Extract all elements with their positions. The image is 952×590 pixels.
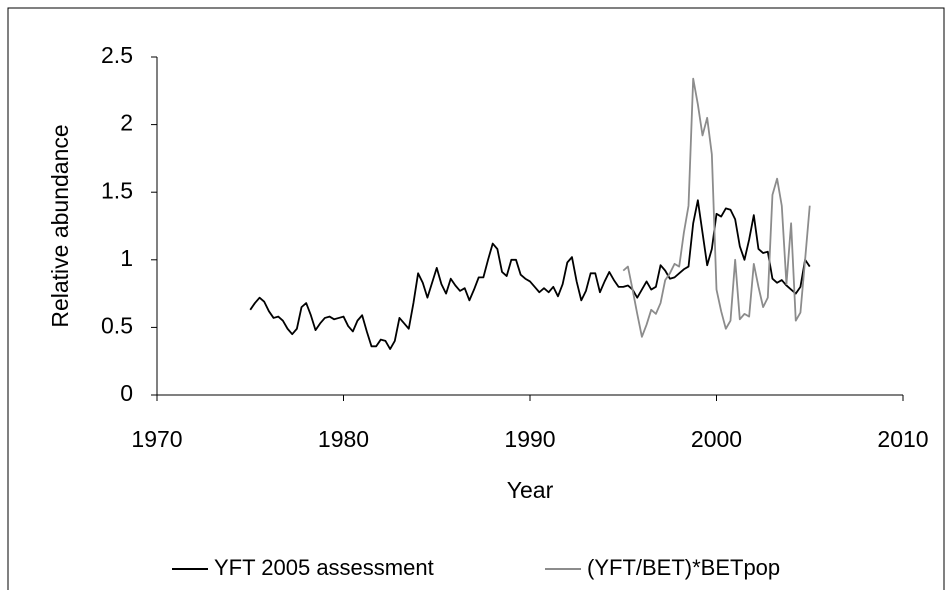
legend-label: YFT 2005 assessment bbox=[214, 555, 434, 580]
chart-frame bbox=[7, 7, 945, 590]
legend-label: (YFT/BET)*BETpop bbox=[587, 555, 780, 580]
series-line bbox=[622, 77, 811, 338]
x-tick-label: 2010 bbox=[877, 426, 928, 452]
series-line bbox=[249, 199, 811, 350]
x-tick-label: 1980 bbox=[318, 426, 369, 452]
y-axis-title: Relative abundance bbox=[47, 124, 73, 327]
y-tick-label: 0 bbox=[120, 380, 133, 406]
x-tick-label: 2000 bbox=[691, 426, 742, 452]
y-tick-label: 2 bbox=[120, 110, 133, 136]
x-tick-label: 1990 bbox=[504, 426, 555, 452]
x-axis-title: Year bbox=[507, 477, 554, 503]
y-tick-label: 1.5 bbox=[101, 177, 133, 203]
x-tick-label: 1970 bbox=[131, 426, 182, 452]
y-tick-label: 2.5 bbox=[101, 42, 133, 68]
y-tick-label: 0.5 bbox=[101, 312, 133, 338]
y-tick-label: 1 bbox=[120, 245, 133, 271]
